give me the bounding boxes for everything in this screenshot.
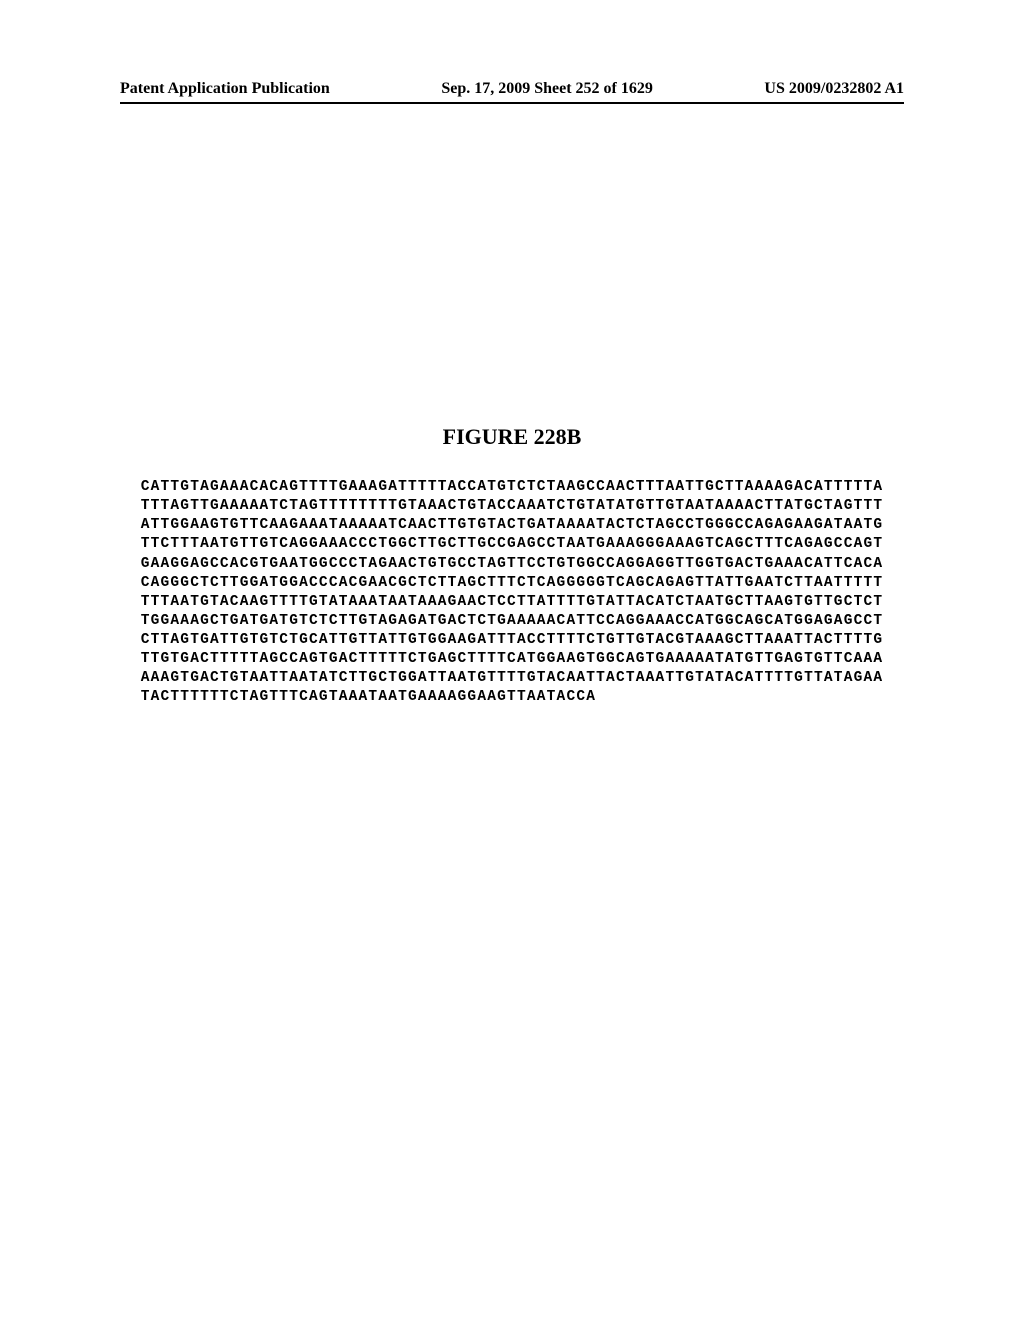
header-publication-type: Patent Application Publication bbox=[120, 80, 330, 98]
header-date-sheet: Sep. 17, 2009 Sheet 252 of 1629 bbox=[441, 80, 653, 98]
figure-title: FIGURE 228B bbox=[70, 424, 954, 450]
header-rule bbox=[120, 102, 904, 104]
dna-sequence-block: CATTGTAGAAACACAGTTTTGAAAGATTTTTACCATGTCT… bbox=[141, 478, 884, 708]
header-publication-number: US 2009/0232802 A1 bbox=[764, 80, 904, 98]
page-header: Patent Application Publication Sep. 17, … bbox=[70, 80, 954, 98]
patent-page: Patent Application Publication Sep. 17, … bbox=[0, 0, 1024, 1320]
